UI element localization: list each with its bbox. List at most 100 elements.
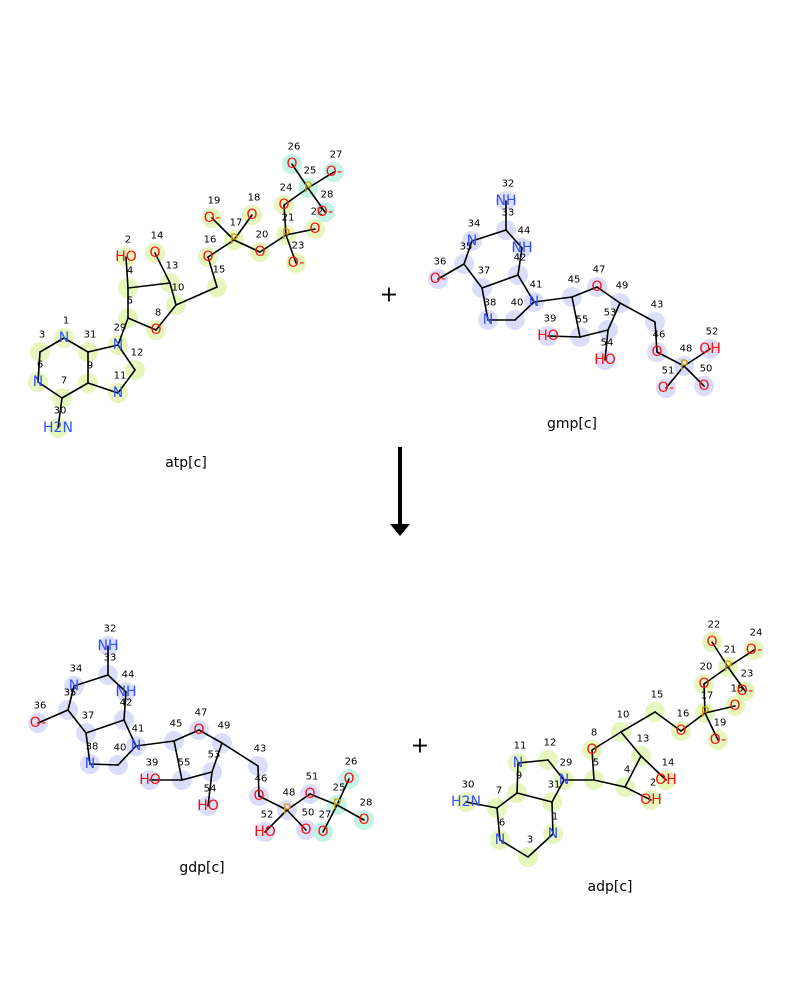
atom-number: 15 <box>213 265 226 276</box>
atom-number: 18 <box>248 193 261 204</box>
bond <box>517 759 549 764</box>
molecule-label-gdp: gdp[c] <box>179 860 224 876</box>
atom-number: 1 <box>552 812 558 823</box>
bond <box>591 749 595 781</box>
atom-number: 36 <box>34 701 47 712</box>
bond <box>571 296 581 338</box>
bond <box>517 274 535 303</box>
atom-symbol: O <box>304 786 315 802</box>
atom-symbol: NH <box>512 240 533 256</box>
atom-number: 6 <box>37 360 43 371</box>
bond <box>683 365 705 387</box>
atom-number: 9 <box>516 771 522 782</box>
atom-symbol: HO <box>197 798 219 814</box>
arrow-head <box>390 524 410 536</box>
bond <box>654 321 658 353</box>
atom-number: 29 <box>114 323 127 334</box>
atom-symbol: OH <box>640 792 662 808</box>
atom-symbol: P <box>701 705 709 721</box>
atom-number: 4 <box>127 266 133 277</box>
bond <box>154 252 171 284</box>
bond <box>703 683 706 714</box>
atom-number: 52 <box>261 810 274 821</box>
atom-number: 9 <box>87 361 93 372</box>
atom-number: 44 <box>122 670 135 681</box>
atom-symbol: N <box>559 772 569 788</box>
atom-number: 23 <box>292 241 305 252</box>
bond <box>127 282 171 289</box>
atom-number: 42 <box>514 253 527 264</box>
bond <box>37 381 63 399</box>
bond <box>63 337 89 353</box>
atom-symbol: NH <box>496 193 517 209</box>
atom-number: 8 <box>155 308 161 319</box>
bond <box>619 302 656 323</box>
bond <box>683 348 711 367</box>
bond <box>291 163 309 189</box>
atom-number: 51 <box>662 366 675 377</box>
atom-number: 38 <box>86 742 99 753</box>
atom-number: 55 <box>178 758 191 769</box>
atom-number: 10 <box>617 710 630 721</box>
bond <box>505 229 523 249</box>
atom-number: 21 <box>724 645 737 656</box>
bond <box>322 804 338 833</box>
bond <box>516 762 519 794</box>
bond <box>123 719 137 747</box>
atom-symbol: HO <box>254 824 276 840</box>
bond <box>85 719 125 734</box>
atom-symbol: O <box>706 634 717 650</box>
atom-symbol: P <box>283 802 291 818</box>
atom-symbol: O <box>149 245 160 261</box>
atom-number: 53 <box>604 308 617 319</box>
atom-number: 39 <box>146 758 159 769</box>
bond <box>117 369 136 394</box>
atom-symbol: P <box>724 659 732 675</box>
atom-symbol: O <box>254 244 265 260</box>
bond <box>620 711 656 733</box>
atom-symbol: O- <box>288 255 304 271</box>
bond <box>175 286 218 306</box>
atom-number: 14 <box>151 231 164 242</box>
atom-number: 28 <box>360 798 373 809</box>
bond <box>211 742 223 773</box>
bond <box>656 351 685 367</box>
bond <box>39 337 65 353</box>
atom-symbol: O- <box>430 271 446 287</box>
bond <box>67 709 87 734</box>
atom-number: 34 <box>70 664 83 675</box>
atom-number: 51 <box>306 772 319 783</box>
atom-symbol: O- <box>710 732 726 748</box>
atom-symbol: P <box>282 227 290 243</box>
atom-number: 22 <box>311 207 324 218</box>
atom-number: 22 <box>708 620 721 631</box>
atom-number: 38 <box>484 298 497 309</box>
bond <box>169 282 177 306</box>
bond <box>307 187 326 213</box>
bond <box>57 397 63 429</box>
molecules-layer: N13N67931N2912N11H2N305O810134HO2O1415O1… <box>28 142 764 895</box>
bond <box>727 649 755 668</box>
bond <box>607 302 621 331</box>
bond <box>640 755 667 781</box>
atom-symbol: N <box>513 755 523 771</box>
bond <box>87 382 119 394</box>
atom-number: 13 <box>166 261 179 272</box>
bond <box>551 801 554 835</box>
atom-symbol: N <box>483 312 493 328</box>
atom-symbol: O <box>729 698 740 714</box>
bond <box>680 712 706 732</box>
atom-symbol: O <box>193 722 204 738</box>
atom-symbol: O- <box>746 642 762 658</box>
atom-number: 31 <box>548 780 561 791</box>
atom-symbol: N <box>467 233 477 249</box>
atom-symbol: O <box>358 812 369 828</box>
bond <box>551 779 565 803</box>
bond <box>37 351 41 383</box>
bond <box>67 685 75 711</box>
atom-number: 23 <box>741 669 754 680</box>
plus-bottom: + <box>411 734 429 759</box>
